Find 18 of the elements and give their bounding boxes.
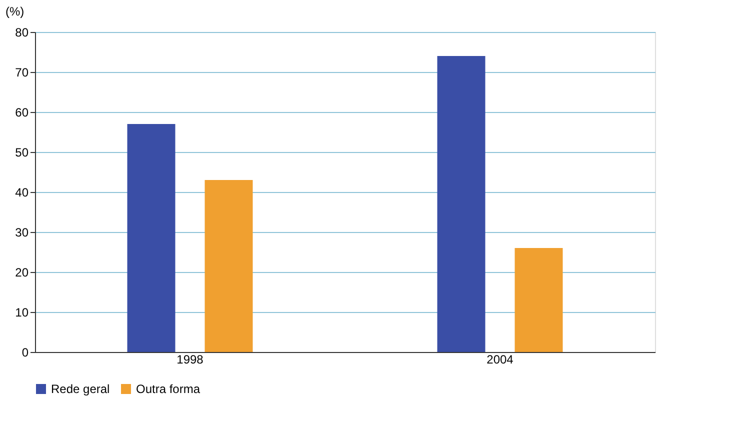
- y-tick-label: 80: [15, 26, 29, 40]
- bar: [514, 248, 563, 352]
- y-tick-label: 60: [15, 106, 29, 120]
- y-tick-label: 10: [15, 306, 29, 320]
- bar: [204, 180, 253, 352]
- y-tick-label: 40: [15, 186, 29, 200]
- y-tick-label: 0: [22, 346, 29, 360]
- bar: [437, 56, 486, 352]
- x-tick-label: 2004: [486, 352, 514, 366]
- y-tick-label: 30: [15, 226, 29, 240]
- legend-label: Rede geral: [51, 382, 110, 396]
- x-tick-label: 1998: [176, 352, 204, 366]
- y-tick-label: 20: [15, 266, 29, 280]
- y-tick-label: 50: [15, 146, 29, 160]
- y-tick-label: 70: [15, 66, 29, 80]
- bar: [127, 124, 176, 352]
- y-axis-title: (%): [6, 4, 24, 18]
- legend-label: Outra forma: [136, 382, 200, 396]
